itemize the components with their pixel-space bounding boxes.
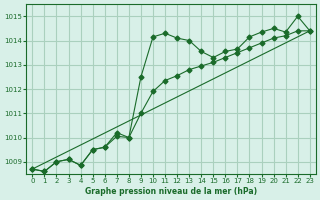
X-axis label: Graphe pression niveau de la mer (hPa): Graphe pression niveau de la mer (hPa) bbox=[85, 187, 257, 196]
